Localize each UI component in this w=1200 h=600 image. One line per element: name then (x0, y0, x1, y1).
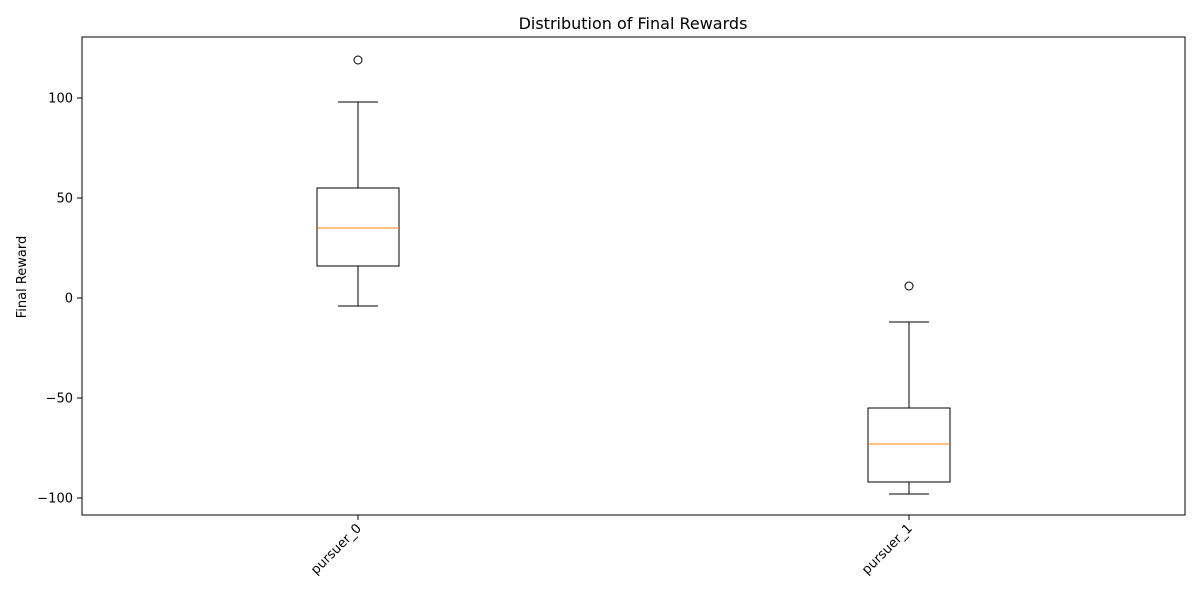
plot-area (316, 55, 951, 495)
y-tick-label: 50 (56, 192, 73, 207)
y-tick-label: −100 (37, 492, 73, 507)
iqr-box (867, 407, 951, 483)
y-tick-label: 100 (48, 92, 73, 107)
chart-title: Distribution of Final Rewards (519, 14, 748, 33)
x-tick-label: pursuer_0 (308, 521, 365, 578)
x-tick-label: pursuer_1 (859, 521, 916, 578)
iqr-box (316, 187, 400, 267)
outlier-point (353, 55, 363, 65)
y-axis-label: Final Reward (15, 236, 30, 319)
box-pursuer_1 (867, 281, 951, 495)
y-tick-label: −50 (46, 392, 73, 407)
y-tick-label: 0 (65, 292, 73, 307)
outlier-point (904, 281, 914, 291)
axes-frame (81, 36, 1186, 516)
box-pursuer_0 (316, 55, 400, 307)
